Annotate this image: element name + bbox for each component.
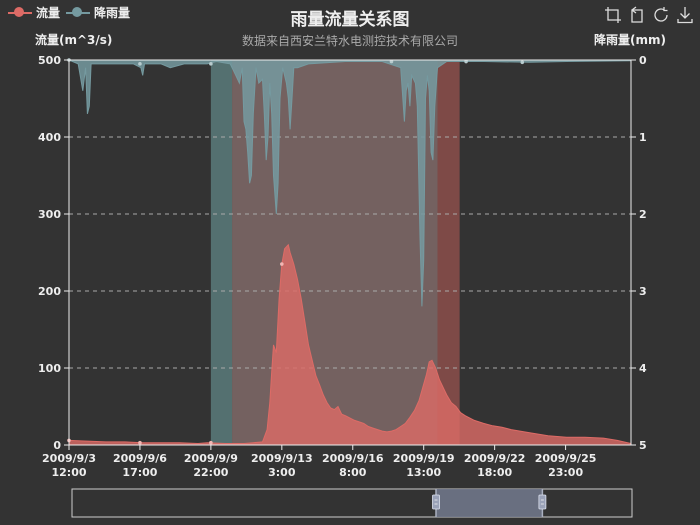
x-tick-label-time: 8:00 [339, 466, 367, 479]
rainfall-point [389, 59, 394, 64]
rainfall-point [520, 60, 525, 65]
mark-area-2 [232, 60, 438, 445]
x-tick-label-date: 2009/9/13 [251, 452, 313, 465]
zoom-end-handle[interactable] [538, 494, 547, 510]
left-tick-label: 300 [38, 208, 61, 221]
data-zoom-slider [71, 488, 633, 518]
right-tick-label: 0 [639, 54, 647, 67]
left-tick-label: 200 [38, 285, 61, 298]
x-tick-label-time: 17:00 [122, 466, 157, 479]
flow-legend-icon [8, 6, 32, 20]
left-tick-label: 500 [38, 54, 61, 67]
right-axis-name: 降雨量(mm) [594, 33, 666, 47]
x-tick-label-date: 2009/9/25 [535, 452, 597, 465]
right-tick-label: 1 [639, 131, 647, 144]
flow-point [280, 262, 284, 266]
rainfall-legend-icon [66, 6, 91, 20]
right-tick-label: 5 [639, 439, 647, 452]
rainfall-point [209, 62, 213, 66]
rainfall-area [68, 59, 632, 307]
zoom-selection[interactable] [436, 489, 543, 517]
chart-title: 雨量流量关系图 [290, 10, 410, 30]
mark-area-3 [437, 60, 460, 445]
zoom-reset-icon[interactable] [628, 6, 646, 24]
zoom-icon[interactable] [604, 6, 622, 24]
x-tick-label-date: 2009/9/6 [113, 452, 167, 465]
flow-point [209, 440, 213, 445]
x-tick-label-date: 2009/9/9 [184, 452, 238, 465]
x-tick-label-date: 2009/9/16 [322, 452, 384, 465]
x-tick-label-time: 23:00 [548, 466, 583, 479]
restore-icon[interactable] [652, 6, 670, 24]
chart-subtitle: 数据来自西安兰特水电测控技术有限公司 [241, 34, 458, 48]
right-tick-label: 4 [639, 362, 647, 375]
legend-item-flow[interactable]: 流量 [8, 4, 60, 21]
zoom-start-handle[interactable] [432, 494, 440, 510]
rainfall-point [138, 62, 142, 66]
legend-item-rainfall[interactable]: 降雨量 [66, 4, 130, 21]
x-tick-label-time: 22:00 [193, 466, 228, 479]
x-tick-label-time: 13:00 [406, 466, 441, 479]
x-tick-label-date: 2009/9/19 [393, 452, 455, 465]
left-tick-label: 100 [38, 362, 61, 375]
grid-lines [69, 136, 631, 369]
left-tick-label: 400 [38, 131, 61, 144]
save-image-icon[interactable] [676, 6, 694, 24]
legend: 流量 降雨量 [8, 4, 130, 21]
flow-area [68, 243, 632, 446]
x-tick-label-time: 3:00 [268, 466, 296, 479]
left-axis-name: 流量(m^3/s) [35, 33, 113, 47]
axes: 0 100 200 300 400 500 0 1 2 3 4 5 2009/9/312:00 2009/… [38, 54, 647, 479]
zoom-track [71, 488, 633, 518]
x-tick-label-date: 2009/9/3 [42, 452, 96, 465]
x-tick-label-time: 18:00 [477, 466, 512, 479]
left-tick-label: 0 [53, 439, 61, 452]
flow-point [138, 440, 142, 445]
x-tick-label-time: 12:00 [51, 466, 86, 479]
rainfall-point [464, 59, 468, 64]
right-tick-label: 2 [639, 208, 647, 221]
x-tick-label-date: 2009/9/22 [464, 452, 526, 465]
mark-area-1 [210, 60, 233, 445]
toolbox [604, 6, 694, 24]
legend-label-rainfall: 降雨量 [94, 6, 131, 20]
legend-label-flow: 流量 [36, 6, 61, 20]
right-tick-label: 3 [639, 285, 647, 298]
